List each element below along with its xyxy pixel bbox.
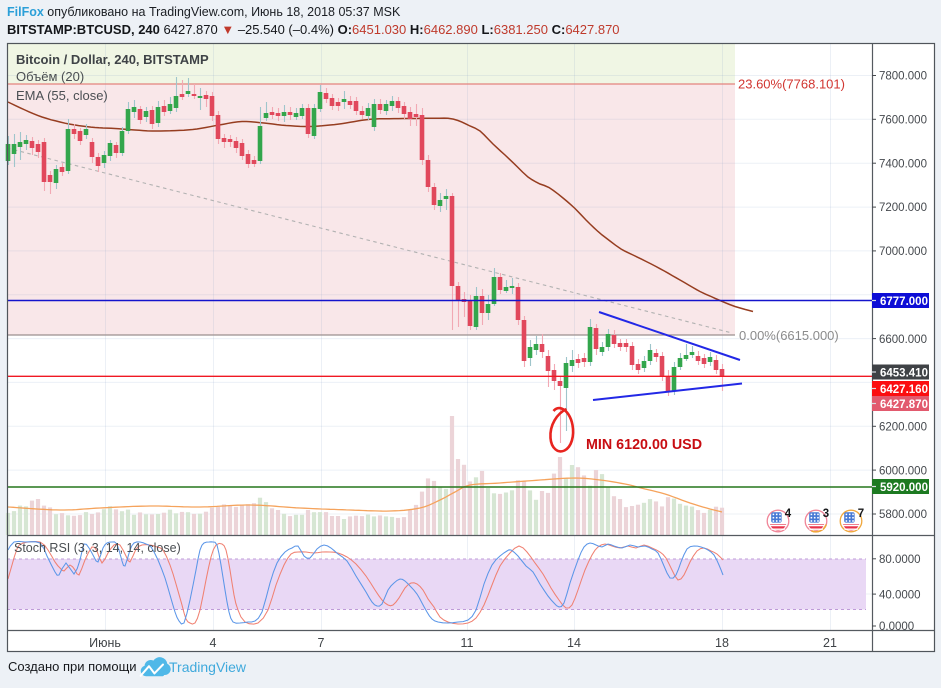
svg-text:23.60%(7768.101): 23.60%(7768.101) xyxy=(738,77,845,92)
svg-text:BITSTAMP:BTCUSD, 240 6427.870: BITSTAMP:BTCUSD, 240 6427.870 ▼ –25.540 … xyxy=(7,22,620,37)
svg-text:6000.000: 6000.000 xyxy=(879,465,927,477)
svg-text:6427.160: 6427.160 xyxy=(880,384,928,396)
svg-text:Июнь: Июнь xyxy=(89,636,121,650)
svg-text:11: 11 xyxy=(461,636,474,650)
svg-text:6600.000: 6600.000 xyxy=(879,334,927,346)
svg-text:7000.000: 7000.000 xyxy=(879,246,927,258)
svg-text:7: 7 xyxy=(318,636,325,650)
svg-text:Stoch RSI (3, 3, 14, 14, close: Stoch RSI (3, 3, 14, 14, close) xyxy=(14,541,181,555)
svg-text:FilFox опубликовано на Trading: FilFox опубликовано на TradingView.com, … xyxy=(7,5,401,19)
svg-text:Создано при помощи: Создано при помощи xyxy=(8,659,137,674)
svg-text:6453.410: 6453.410 xyxy=(880,367,928,379)
svg-text:Bitcoin / Dollar, 240, BITSTAM: Bitcoin / Dollar, 240, BITSTAMP xyxy=(16,52,209,67)
svg-text:6427.870: 6427.870 xyxy=(880,399,928,411)
svg-text:5920.000: 5920.000 xyxy=(880,482,928,494)
svg-text:EMA (55, close): EMA (55, close) xyxy=(16,88,108,103)
svg-text:7: 7 xyxy=(858,508,864,520)
svg-text:6777.000: 6777.000 xyxy=(880,296,928,308)
svg-text:7200.000: 7200.000 xyxy=(879,202,927,214)
svg-text:6200.000: 6200.000 xyxy=(879,422,927,434)
svg-text:0.0000: 0.0000 xyxy=(879,621,914,633)
svg-text:5800.000: 5800.000 xyxy=(879,509,927,521)
svg-text:7600.000: 7600.000 xyxy=(879,115,927,127)
svg-text:80.0000: 80.0000 xyxy=(879,554,921,566)
svg-text:40.0000: 40.0000 xyxy=(879,589,921,601)
svg-text:TradingView: TradingView xyxy=(169,659,247,675)
svg-text:14: 14 xyxy=(567,636,581,650)
svg-text:Объём (20): Объём (20) xyxy=(16,69,84,84)
svg-text:4: 4 xyxy=(785,508,792,520)
svg-text:7800.000: 7800.000 xyxy=(879,71,927,83)
svg-text:7400.000: 7400.000 xyxy=(879,158,927,170)
svg-text:MIN 6120.00 USD: MIN 6120.00 USD xyxy=(586,437,702,453)
svg-text:3: 3 xyxy=(823,508,829,520)
svg-text:0.00%(6615.000): 0.00%(6615.000) xyxy=(739,328,839,343)
svg-text:21: 21 xyxy=(823,636,837,650)
svg-text:4: 4 xyxy=(210,636,217,650)
svg-text:18: 18 xyxy=(715,636,729,650)
